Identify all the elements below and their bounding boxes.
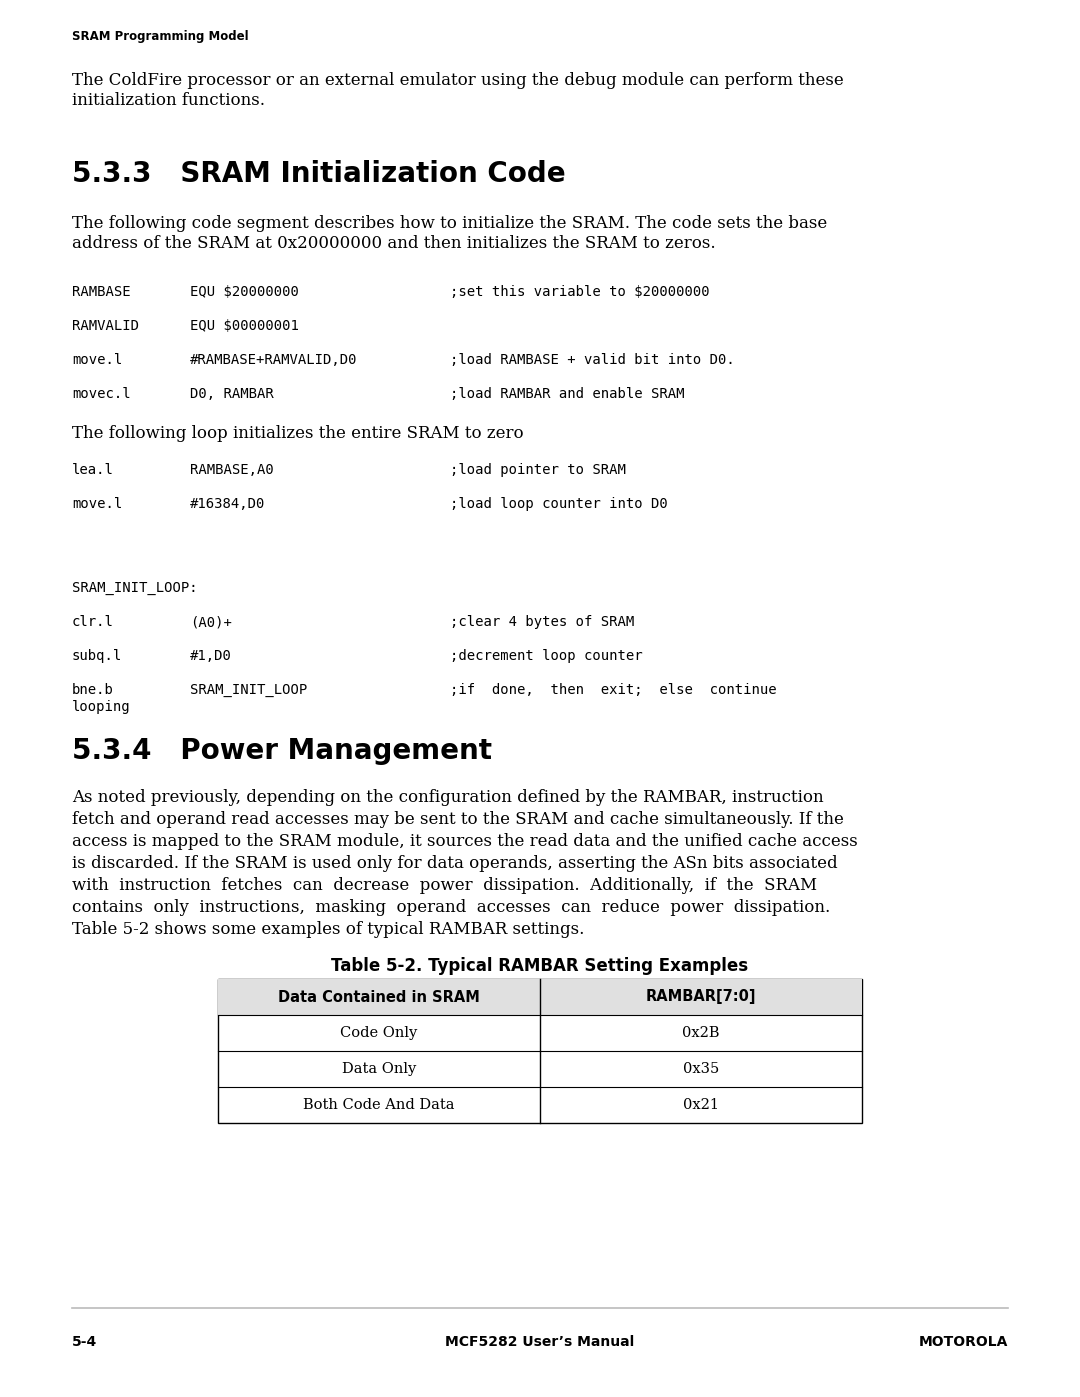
Text: lea.l: lea.l (72, 462, 113, 476)
Text: The following loop initializes the entire SRAM to zero: The following loop initializes the entir… (72, 425, 524, 441)
Text: fetch and operand read accesses may be sent to the SRAM and cache simultaneously: fetch and operand read accesses may be s… (72, 812, 843, 828)
Text: #RAMBASE+RAMVALID,D0: #RAMBASE+RAMVALID,D0 (190, 353, 357, 367)
Text: (A0)+: (A0)+ (190, 615, 232, 629)
Text: The ColdFire processor or an external emulator using the debug module can perfor: The ColdFire processor or an external em… (72, 73, 843, 109)
Text: RAMBASE,A0: RAMBASE,A0 (190, 462, 273, 476)
Text: EQU $20000000: EQU $20000000 (190, 285, 299, 299)
Text: Table 5-2. Typical RAMBAR Setting Examples: Table 5-2. Typical RAMBAR Setting Exampl… (332, 957, 748, 975)
Text: 0x21: 0x21 (683, 1098, 719, 1112)
Text: SRAM_INIT_LOOP: SRAM_INIT_LOOP (190, 683, 307, 697)
Text: ;clear 4 bytes of SRAM: ;clear 4 bytes of SRAM (450, 615, 634, 629)
Text: SRAM Programming Model: SRAM Programming Model (72, 29, 248, 43)
Text: SRAM_INIT_LOOP:: SRAM_INIT_LOOP: (72, 581, 198, 595)
Text: The following code segment describes how to initialize the SRAM. The code sets t: The following code segment describes how… (72, 215, 827, 251)
Text: Both Code And Data: Both Code And Data (303, 1098, 455, 1112)
Text: ;load RAMBASE + valid bit into D0.: ;load RAMBASE + valid bit into D0. (450, 353, 734, 367)
Text: bne.b: bne.b (72, 683, 113, 697)
Text: D0, RAMBAR: D0, RAMBAR (190, 387, 273, 401)
Text: access is mapped to the SRAM module, it sources the read data and the unified ca: access is mapped to the SRAM module, it … (72, 833, 858, 849)
Text: ;set this variable to $20000000: ;set this variable to $20000000 (450, 285, 710, 299)
Bar (218, 979, 862, 1016)
Text: clr.l: clr.l (72, 615, 113, 629)
Text: ;load pointer to SRAM: ;load pointer to SRAM (450, 462, 626, 476)
Text: Data Only: Data Only (342, 1062, 416, 1076)
Text: 5-4: 5-4 (72, 1336, 97, 1350)
Text: move.l: move.l (72, 497, 122, 511)
Text: 0x2B: 0x2B (683, 1025, 719, 1039)
Text: #1,D0: #1,D0 (190, 650, 232, 664)
Text: ;decrement loop counter: ;decrement loop counter (450, 650, 643, 664)
Text: ;load loop counter into D0: ;load loop counter into D0 (450, 497, 667, 511)
Text: with  instruction  fetches  can  decrease  power  dissipation.  Additionally,  i: with instruction fetches can decrease po… (72, 877, 818, 894)
Text: Code Only: Code Only (340, 1025, 418, 1039)
Text: 0x35: 0x35 (683, 1062, 719, 1076)
Text: looping: looping (72, 700, 131, 714)
Text: move.l: move.l (72, 353, 122, 367)
Text: 5.3.3   SRAM Initialization Code: 5.3.3 SRAM Initialization Code (72, 161, 566, 189)
Text: #16384,D0: #16384,D0 (190, 497, 266, 511)
Text: subq.l: subq.l (72, 650, 122, 664)
Text: 5.3.4   Power Management: 5.3.4 Power Management (72, 738, 492, 766)
Text: RAMBAR[7:0]: RAMBAR[7:0] (646, 989, 756, 1004)
Text: ;load RAMBAR and enable SRAM: ;load RAMBAR and enable SRAM (450, 387, 685, 401)
Text: is discarded. If the SRAM is used only for data operands, asserting the ASn bits: is discarded. If the SRAM is used only f… (72, 855, 838, 872)
Text: contains  only  instructions,  masking  operand  accesses  can  reduce  power  d: contains only instructions, masking oper… (72, 900, 831, 916)
Bar (218, 979, 862, 1123)
Text: Data Contained in SRAM: Data Contained in SRAM (278, 989, 480, 1004)
Text: movec.l: movec.l (72, 387, 131, 401)
Text: EQU $00000001: EQU $00000001 (190, 319, 299, 332)
Text: As noted previously, depending on the configuration defined by the RAMBAR, instr: As noted previously, depending on the co… (72, 789, 824, 806)
Text: Table 5-2 shows some examples of typical RAMBAR settings.: Table 5-2 shows some examples of typical… (72, 921, 584, 937)
Text: ;if  done,  then  exit;  else  continue: ;if done, then exit; else continue (450, 683, 777, 697)
Text: MCF5282 User’s Manual: MCF5282 User’s Manual (445, 1336, 635, 1350)
Text: MOTOROLA: MOTOROLA (919, 1336, 1008, 1350)
Text: RAMBASE: RAMBASE (72, 285, 131, 299)
Text: RAMVALID: RAMVALID (72, 319, 139, 332)
